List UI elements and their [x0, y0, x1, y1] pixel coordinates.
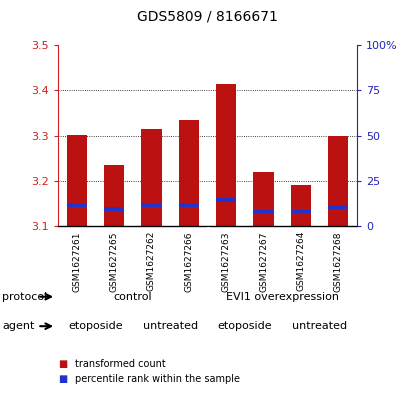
Text: GSM1627262: GSM1627262	[147, 231, 156, 292]
Bar	[104, 165, 124, 226]
Text: etoposide: etoposide	[217, 321, 272, 331]
Bar	[253, 210, 274, 213]
Bar	[216, 84, 237, 226]
Bar	[66, 203, 87, 207]
Bar	[328, 205, 349, 209]
Bar	[141, 129, 162, 226]
Bar	[104, 208, 124, 211]
Text: GSM1627263: GSM1627263	[222, 231, 231, 292]
Text: GSM1627264: GSM1627264	[296, 231, 305, 292]
Text: ■: ■	[58, 358, 67, 369]
Text: GSM1627261: GSM1627261	[72, 231, 81, 292]
Text: GSM1627267: GSM1627267	[259, 231, 268, 292]
Text: EVI1 overexpression: EVI1 overexpression	[226, 292, 339, 302]
Bar	[216, 198, 237, 202]
Text: GSM1627265: GSM1627265	[110, 231, 119, 292]
Bar	[178, 203, 199, 207]
Text: transformed count: transformed count	[75, 358, 166, 369]
Bar	[328, 136, 349, 226]
Text: untreated: untreated	[143, 321, 198, 331]
Bar	[178, 120, 199, 226]
Bar	[253, 172, 274, 226]
Text: percentile rank within the sample: percentile rank within the sample	[75, 374, 240, 384]
Text: GSM1627266: GSM1627266	[184, 231, 193, 292]
Bar	[290, 210, 311, 213]
Text: protocol: protocol	[2, 292, 47, 302]
Bar	[66, 135, 87, 226]
Text: untreated: untreated	[292, 321, 347, 331]
Text: ■: ■	[58, 374, 67, 384]
Bar	[141, 203, 162, 207]
Text: agent: agent	[2, 321, 34, 331]
Bar	[290, 185, 311, 226]
Text: control: control	[113, 292, 152, 302]
Text: GDS5809 / 8166671: GDS5809 / 8166671	[137, 10, 278, 24]
Text: etoposide: etoposide	[68, 321, 123, 331]
Text: GSM1627268: GSM1627268	[334, 231, 343, 292]
